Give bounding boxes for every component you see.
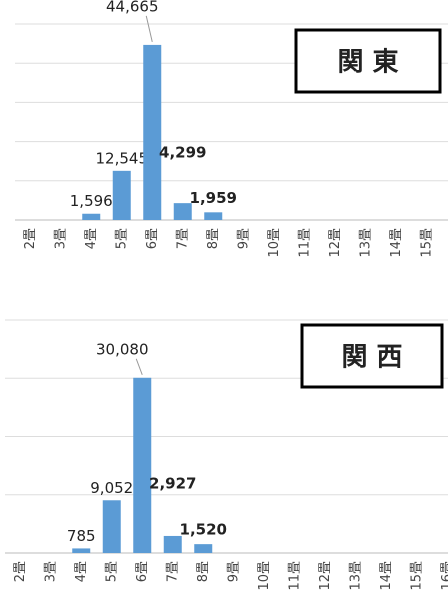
x-tick-label: 16畳: [440, 561, 448, 591]
bar: [72, 548, 91, 553]
bar: [143, 44, 162, 220]
x-tick-label: 15畳: [419, 228, 434, 258]
title-box: [300, 323, 444, 389]
bar: [163, 535, 182, 553]
x-tick-label: 13畳: [358, 228, 373, 258]
data-label: 12,545: [96, 149, 149, 167]
bar: [112, 170, 131, 220]
data-label: 1,520: [180, 521, 227, 539]
title-box: [294, 28, 442, 94]
data-label: 2,927: [149, 474, 196, 492]
x-tick-label: 6畳: [135, 561, 150, 582]
chart-title: 関 東: [337, 48, 398, 78]
x-tick-label: 8畳: [196, 561, 211, 582]
bar: [204, 212, 223, 220]
x-tick-label: 9畳: [236, 228, 251, 249]
x-tick-label: 12畳: [318, 561, 333, 591]
leader-line: [135, 358, 143, 375]
x-tick-label: 10畳: [257, 561, 272, 591]
data-label: 785: [67, 527, 96, 545]
x-tick-label: 13畳: [348, 561, 363, 591]
x-tick-label: 11畳: [287, 561, 302, 591]
data-label: 30,080: [96, 340, 149, 358]
x-tick-label: 3畳: [53, 228, 68, 249]
x-tick-label: 3畳: [43, 561, 58, 582]
x-tick-label: 15畳: [409, 561, 424, 591]
x-tick-label: 14畳: [389, 228, 404, 258]
bar: [102, 500, 121, 553]
x-tick-label: 5畳: [104, 561, 119, 582]
x-tick-label: 2畳: [13, 561, 28, 582]
x-tick-label: 9畳: [226, 561, 241, 582]
bar: [173, 203, 192, 220]
data-label: 1,959: [190, 189, 237, 207]
bar: [194, 544, 213, 553]
x-tick-label: 7畳: [175, 228, 190, 249]
data-label: 4,299: [159, 144, 206, 162]
x-tick-label: 11畳: [297, 228, 312, 258]
x-tick-label: 14畳: [379, 561, 394, 591]
data-label: 1,596: [70, 192, 113, 210]
x-tick-label: 8畳: [206, 228, 221, 249]
data-label: 44,665: [106, 0, 159, 15]
x-tick-label: 4畳: [74, 561, 89, 582]
bar: [133, 377, 152, 553]
data-label: 9,052: [90, 479, 133, 497]
x-tick-label: 7畳: [165, 561, 180, 582]
x-tick-label: 12畳: [328, 228, 343, 258]
leader-line: [145, 15, 153, 43]
x-tick-label: 5畳: [114, 228, 129, 249]
chart-title: 関 西: [341, 343, 402, 373]
x-tick-label: 2畳: [23, 228, 38, 249]
x-tick-label: 6畳: [145, 228, 160, 249]
bar: [82, 213, 101, 220]
x-tick-label: 10畳: [267, 228, 282, 258]
x-tick-label: 4畳: [84, 228, 99, 249]
